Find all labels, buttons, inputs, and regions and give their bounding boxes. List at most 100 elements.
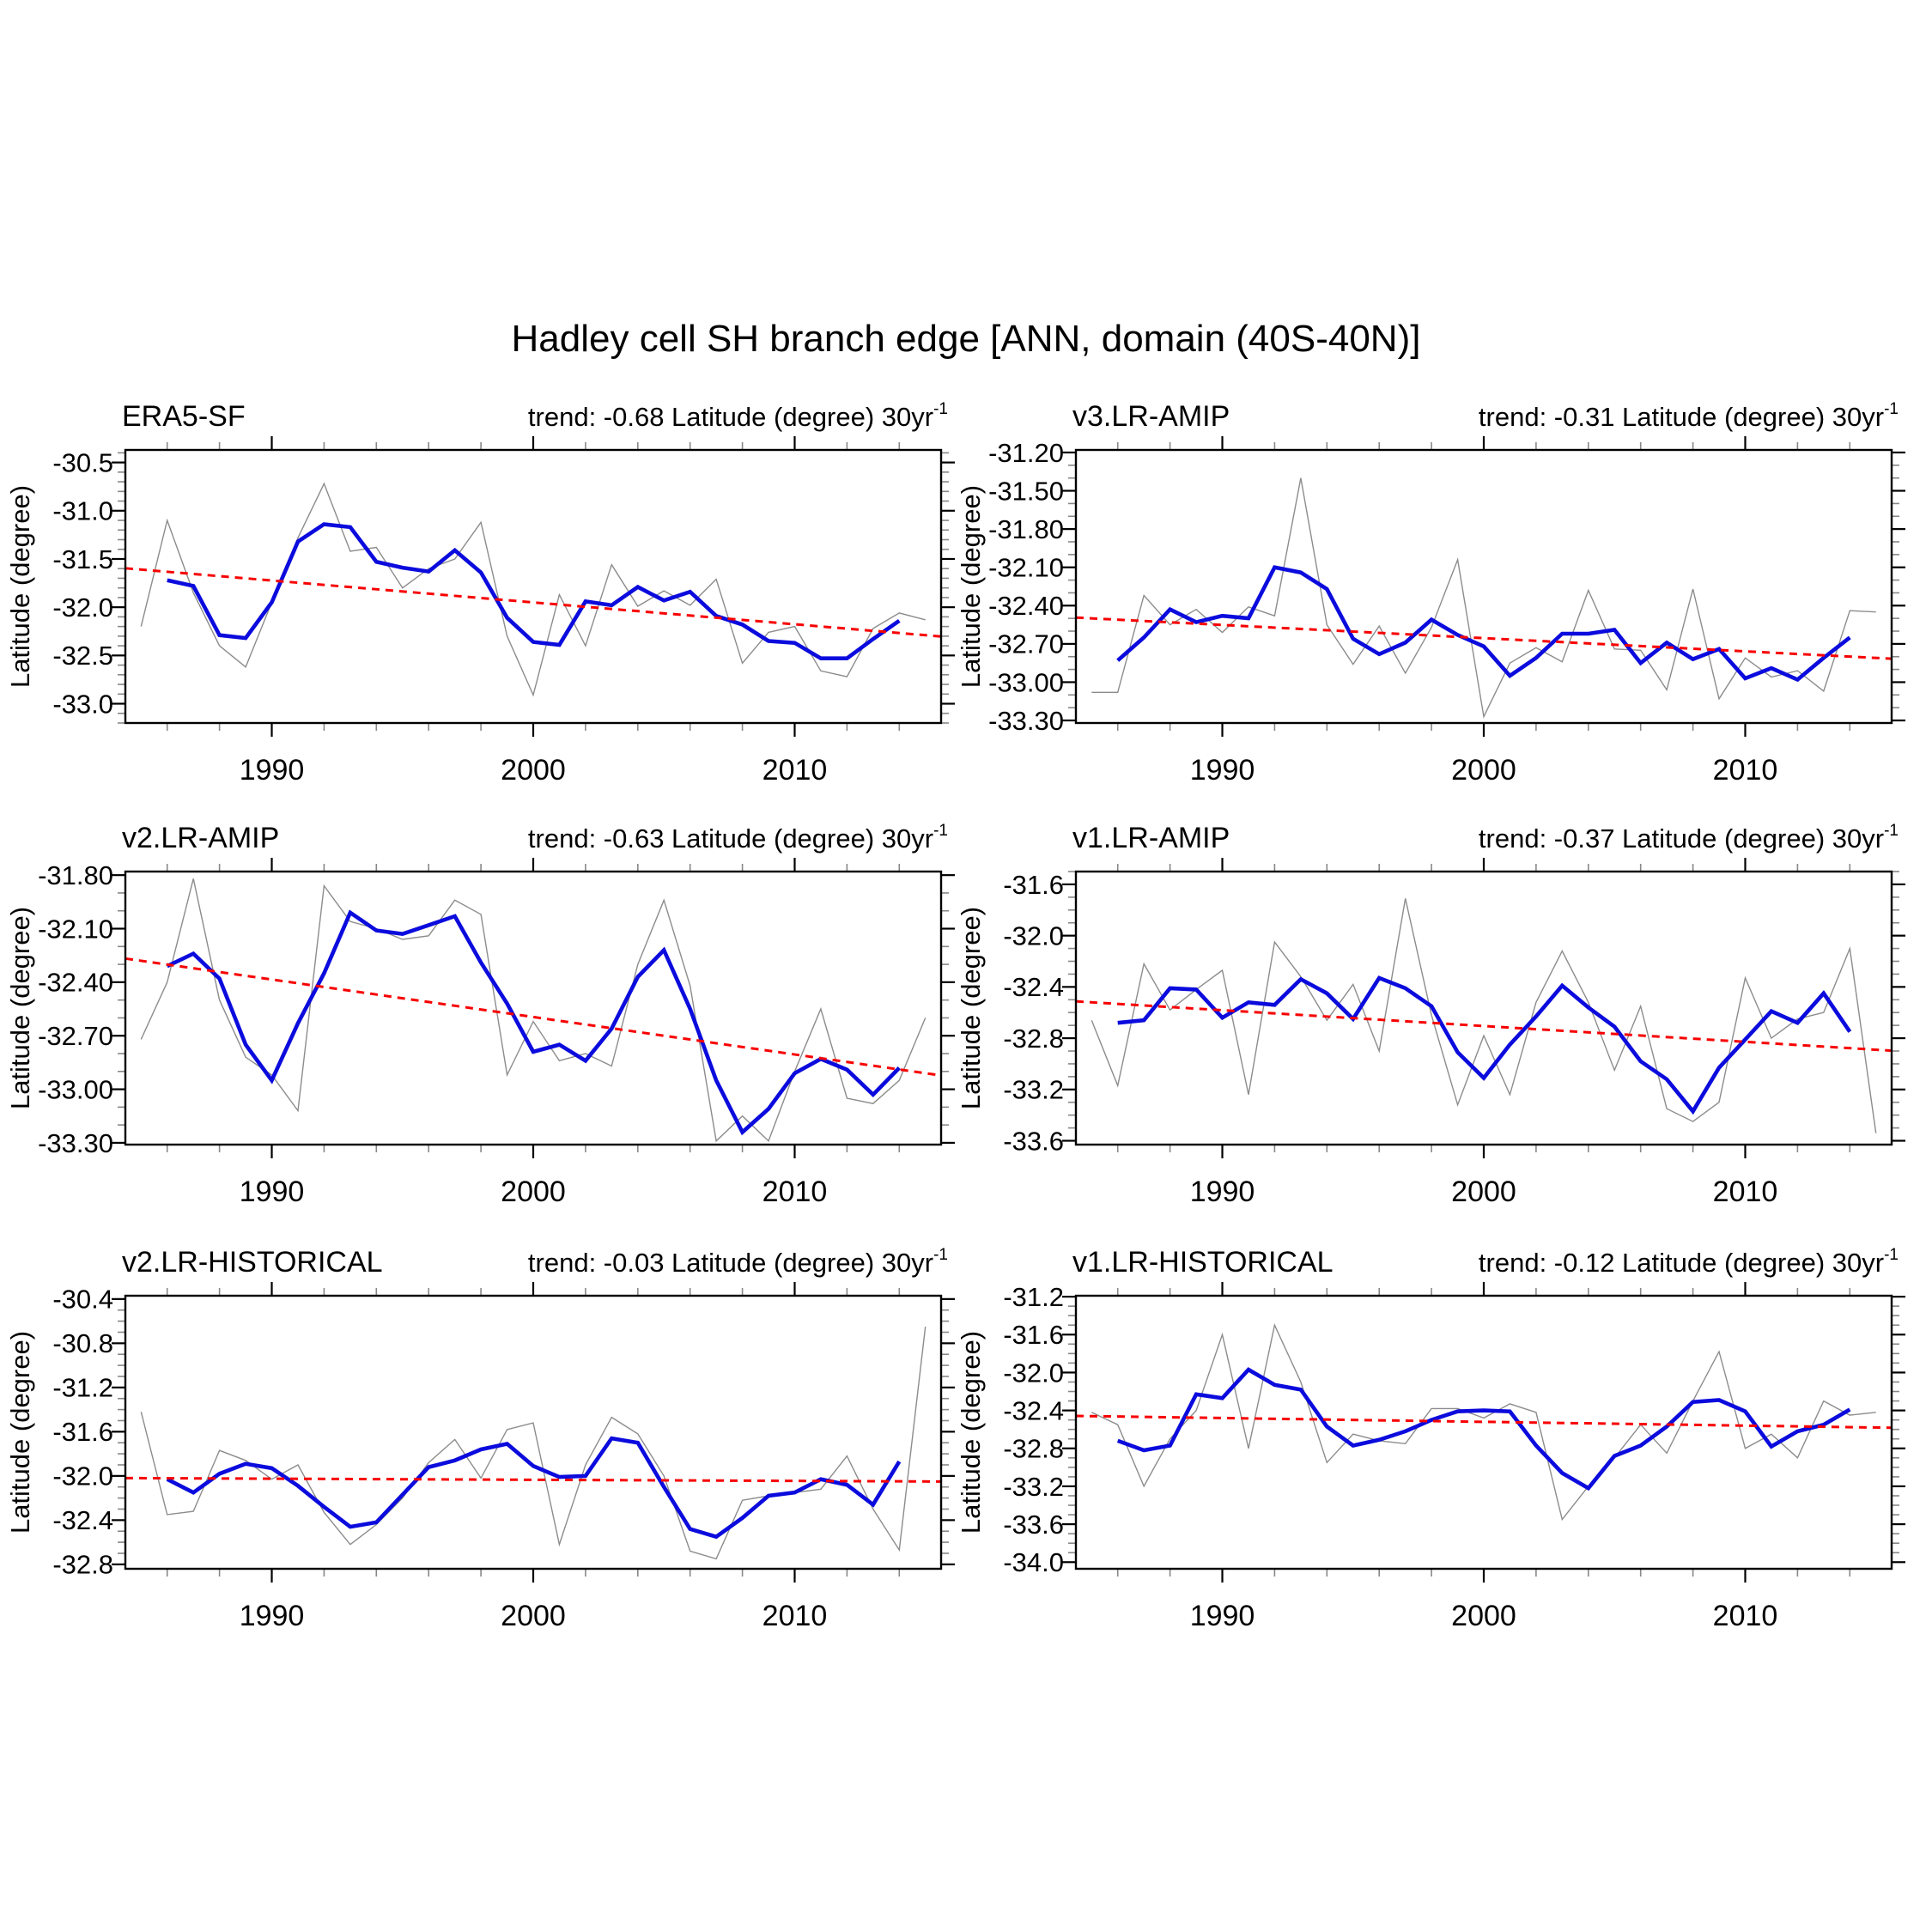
y-tick-label: -30.8 [52, 1328, 113, 1358]
y-tick-label: -31.80 [38, 860, 113, 890]
annual-series-line [1091, 477, 1876, 719]
trend-annotation: trend: -0.63 Latitude (degree) 30yr-1 [528, 822, 948, 854]
smoothed-series-line [1116, 1367, 1851, 1492]
trend-annotation-text: trend: -0.68 Latitude (degree) 30yr [528, 402, 933, 432]
chart-panel: -31.6 -32.0 -32.4 -32.8 -33.2 -33.6 1990 2000 20… [956, 822, 1905, 1208]
x-tick-label: 2000 [501, 1176, 566, 1208]
y-tick-label: -31.5 [52, 544, 113, 574]
trend-annotation-superscript: -1 [1884, 1246, 1899, 1264]
y-tick-label: -33.2 [1003, 1075, 1064, 1105]
y-tick-label: -32.70 [38, 1021, 113, 1051]
x-tick-label: 1990 [1190, 1600, 1255, 1632]
trend-annotation-text: trend: -0.31 Latitude (degree) 30yr [1479, 402, 1884, 432]
plot-frame [1074, 448, 1893, 725]
y-tick-label: -33.30 [988, 706, 1064, 736]
plot-frame [124, 448, 943, 725]
y-tick-label: -33.6 [1003, 1126, 1064, 1156]
smoothed-series-line [1116, 565, 1851, 683]
x-tick-label: 2010 [762, 1600, 828, 1632]
y-tick-label: -31.20 [988, 438, 1064, 468]
smoothed-series-line [167, 522, 901, 661]
trend-annotation-superscript: -1 [1884, 822, 1899, 840]
annual-series-line [140, 878, 927, 1143]
panel-title: ERA5-SF [122, 400, 246, 433]
x-tick-label: 2010 [762, 1176, 828, 1208]
x-tick-label: 1990 [240, 754, 305, 787]
x-tick-label: 1990 [240, 1176, 305, 1208]
y-axis-title: Latitude (degree) [956, 485, 986, 688]
panel-title: v3.LR-AMIP [1072, 400, 1230, 433]
trend-line [125, 1476, 942, 1483]
trend-annotation-text: trend: -0.63 Latitude (degree) 30yr [528, 823, 933, 854]
y-tick-label: -31.50 [988, 476, 1064, 506]
y-tick-label: -32.0 [52, 1461, 113, 1492]
trend-annotation-text: trend: -0.37 Latitude (degree) 30yr [1479, 823, 1884, 854]
x-tick-label: 1990 [1190, 1176, 1255, 1208]
y-tick-label: -32.8 [1003, 1434, 1064, 1464]
y-tick-label: -33.00 [38, 1074, 113, 1104]
y-tick-label: -32.5 [52, 641, 113, 671]
y-tick-label: -32.8 [1003, 1024, 1064, 1054]
chart-panel: -31.2 -31.6 -32.0 -32.4 -32.8 -33.2 -33.6 -34.0… [956, 1246, 1905, 1632]
y-axis-title: Latitude (degree) [5, 485, 35, 688]
trend-annotation: trend: -0.68 Latitude (degree) 30yr-1 [528, 400, 948, 432]
panel-title: v2.LR-AMIP [122, 822, 279, 854]
x-tick-label: 2000 [1451, 754, 1516, 787]
y-tick-label: -31.6 [52, 1417, 113, 1447]
y-tick-label: -32.10 [38, 914, 113, 944]
y-axis-title: Latitude (degree) [5, 1331, 35, 1534]
y-tick-label: -33.0 [52, 689, 113, 719]
figure-title: Hadley cell SH branch edge [ANN, domain … [511, 318, 1421, 360]
smoothed-series-line [166, 1436, 902, 1540]
y-tick-label: -32.10 [988, 553, 1064, 583]
y-tick-label: -32.0 [52, 592, 113, 623]
y-tick-label: -32.4 [1003, 972, 1064, 1002]
plot-frame [1074, 870, 1893, 1146]
trend-annotation-text: trend: -0.12 Latitude (degree) 30yr [1479, 1248, 1884, 1278]
trend-line [1075, 616, 1893, 660]
chart-panel: -30.5 -31.0 -31.5 -32.0 -32.5 -33.0 1990 2000 20… [5, 400, 955, 787]
y-tick-label: -30.4 [52, 1285, 113, 1315]
y-tick-label: -31.2 [52, 1373, 113, 1403]
y-tick-label: -33.2 [1003, 1472, 1064, 1502]
plot-frame [1074, 1294, 1893, 1571]
y-tick-label: -34.0 [1003, 1547, 1064, 1577]
x-tick-label: 2000 [1451, 1176, 1516, 1208]
trend-annotation-superscript: -1 [1884, 400, 1899, 418]
chart-panel: -30.4 -30.8 -31.2 -31.6 -32.0 -32.4 -32.8 1990 2… [5, 1246, 955, 1632]
panel-title: v1.LR-HISTORICAL [1072, 1246, 1334, 1279]
y-tick-label: -30.5 [52, 447, 113, 477]
trend-annotation: trend: -0.37 Latitude (degree) 30yr-1 [1479, 822, 1899, 854]
plot-frame [124, 870, 943, 1146]
y-tick-label: -32.8 [52, 1550, 113, 1580]
y-tick-label: -31.6 [1003, 1320, 1064, 1350]
trend-annotation: trend: -0.31 Latitude (degree) 30yr-1 [1479, 400, 1899, 432]
x-tick-label: 2010 [1713, 1176, 1778, 1208]
y-tick-label: -31.2 [1003, 1282, 1064, 1312]
x-tick-label: 2000 [501, 754, 566, 787]
y-axis-title: Latitude (degree) [956, 907, 986, 1109]
y-tick-label: -31.6 [1003, 870, 1064, 900]
trend-line [125, 567, 942, 638]
trend-annotation: trend: -0.12 Latitude (degree) 30yr-1 [1479, 1246, 1899, 1278]
y-tick-label: -32.4 [52, 1505, 113, 1535]
trend-line [1075, 999, 1893, 1053]
y-tick-label: -32.40 [38, 968, 113, 998]
y-tick-label: -33.00 [988, 667, 1064, 697]
annual-series-line [140, 482, 926, 697]
trend-annotation-superscript: -1 [933, 1246, 948, 1264]
x-tick-label: 2010 [1713, 754, 1778, 787]
y-tick-label: -32.70 [988, 629, 1064, 659]
trend-annotation-text: trend: -0.03 Latitude (degree) 30yr [528, 1248, 933, 1278]
trend-annotation-superscript: -1 [933, 400, 948, 418]
chart-panel: -31.20 -31.50 -31.80 -32.10 -32.40 -32.70 -33.… [956, 400, 1905, 787]
trend-annotation-superscript: -1 [933, 822, 948, 840]
y-axis-title: Latitude (degree) [956, 1331, 986, 1534]
x-tick-label: 1990 [240, 1600, 305, 1632]
x-tick-label: 2010 [1713, 1600, 1778, 1632]
smoothed-series-line [166, 909, 901, 1136]
panel-title: v1.LR-AMIP [1072, 822, 1230, 854]
y-tick-label: -32.0 [1003, 1358, 1064, 1388]
y-tick-label: -33.6 [1003, 1510, 1064, 1540]
